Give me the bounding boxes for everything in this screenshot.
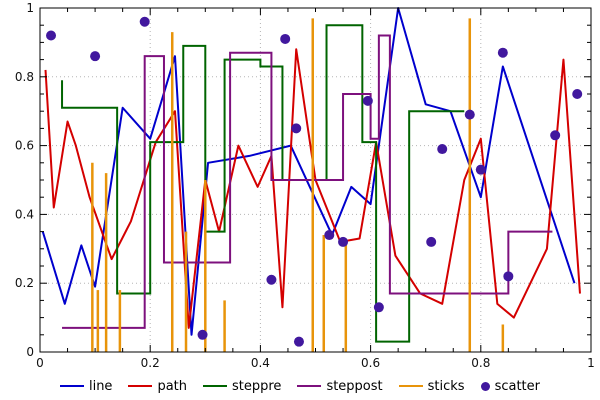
legend-label: steppre	[232, 378, 282, 394]
y-tick-label: 0.6	[15, 139, 34, 153]
legend-label: path	[157, 378, 187, 394]
legend-item-steppost: steppost	[297, 378, 383, 394]
series-path	[44, 48, 581, 329]
series-sticks	[91, 18, 505, 352]
x-tick-label: 0	[36, 356, 44, 370]
scatter-point	[503, 271, 514, 282]
legend-marker-line	[297, 385, 322, 387]
series-line	[41, 7, 576, 336]
legend-marker-dot	[480, 381, 490, 391]
legend-item-line: line	[59, 378, 113, 394]
scatter-point	[46, 30, 57, 41]
series-steppost	[62, 34, 553, 329]
legend-item-steppre: steppre	[203, 379, 281, 394]
scatter-point	[338, 236, 349, 247]
legend-label: line	[88, 378, 113, 394]
scatter-point	[373, 302, 384, 313]
y-tick-label: 0.2	[15, 276, 34, 290]
series-steppre	[61, 24, 465, 343]
y-tick-label: 1	[26, 1, 34, 15]
series-scatter	[46, 16, 583, 347]
scatter-point	[426, 236, 437, 247]
scatter-point	[497, 47, 508, 58]
scatter-point	[90, 51, 101, 62]
y-tick-label: 0.4	[15, 207, 34, 221]
scatter-point	[139, 16, 150, 27]
legend-item-sticks: sticks	[398, 378, 465, 394]
x-tick-label: 1	[587, 356, 595, 370]
chart-legend: line path steppre steppost sticks scatter	[0, 372, 600, 400]
legend-item-path: path	[128, 379, 187, 394]
x-tick-label: 0.6	[361, 356, 380, 370]
scatter-point	[464, 109, 475, 120]
scatter-point	[475, 164, 486, 175]
scatter-point	[293, 336, 304, 347]
scatter-point	[291, 123, 302, 134]
legend-label: steppost	[326, 378, 383, 394]
x-tick-label: 0.8	[471, 356, 490, 370]
scatter-point	[572, 89, 583, 99]
scatter-point	[197, 329, 208, 340]
legend-marker-line	[398, 385, 423, 387]
x-tick-label: 0.2	[141, 356, 160, 370]
legend-label: sticks	[427, 378, 465, 394]
legend-item-scatter: scatter	[480, 378, 541, 394]
scatter-point	[266, 274, 277, 285]
scatter-point	[437, 144, 448, 155]
legend-marker-line	[59, 385, 84, 387]
y-tick-label: 0.8	[15, 70, 34, 84]
y-tick-label: 0	[26, 345, 34, 359]
scatter-point	[550, 130, 561, 141]
x-tick-label: 0.4	[251, 356, 270, 370]
legend-label: scatter	[494, 378, 541, 394]
scatter-point	[280, 33, 291, 44]
legend-marker-line	[128, 385, 153, 387]
scatter-point	[362, 95, 373, 106]
scatter-point	[324, 230, 335, 241]
chart-svg: 0 0.2 0.4 0.6 0.8 1 0 0.2 0.4 0.6 0.8 1	[15, 1, 595, 370]
legend-marker-line	[203, 385, 227, 387]
